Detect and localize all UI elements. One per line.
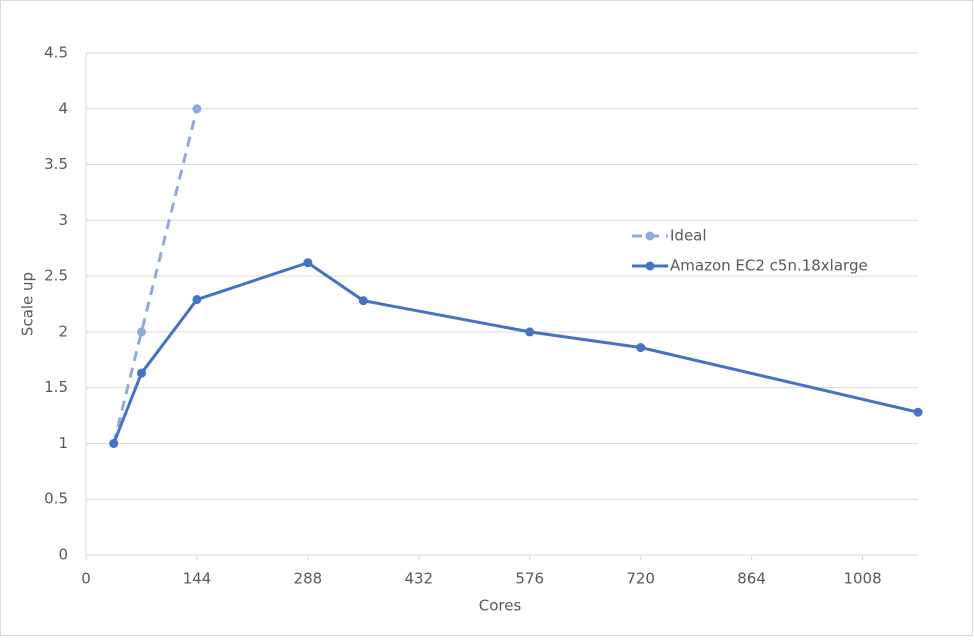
x-tick-label: 144 [183, 570, 212, 588]
x-tick-label: 576 [515, 570, 544, 588]
x-tick-label: 288 [294, 570, 323, 588]
x-tick-label: 864 [737, 570, 766, 588]
legend-label: Ideal [670, 227, 707, 245]
y-tick-label: 2 [58, 322, 68, 340]
y-tick-label: 0.5 [44, 490, 68, 508]
data-point [303, 258, 313, 268]
y-tick-label: 1 [58, 434, 68, 452]
y-tick-label: 0 [58, 546, 68, 564]
legend-label: Amazon EC2 c5n.18xlarge [670, 257, 868, 275]
data-point [358, 296, 368, 306]
data-point [109, 438, 119, 448]
data-point [636, 343, 646, 353]
y-tick-label: 2.5 [44, 267, 68, 285]
y-tick-label: 1.5 [44, 378, 68, 396]
x-tick-label: 720 [626, 570, 655, 588]
data-point [913, 407, 923, 417]
data-point [136, 368, 146, 378]
legend-marker [645, 231, 655, 241]
data-point [192, 295, 202, 305]
y-axis-title: Scale up [19, 272, 37, 336]
y-tick-label: 4.5 [44, 44, 68, 62]
series-line [112, 108, 199, 444]
x-tick-label: 1008 [843, 570, 881, 588]
legend-marker [645, 261, 655, 271]
data-point [525, 327, 535, 337]
y-tick-label: 4 [58, 99, 68, 117]
x-axis-title: Cores [479, 597, 522, 615]
data-point [136, 327, 146, 337]
y-tick-label: 3.5 [44, 155, 68, 173]
data-point [192, 104, 202, 114]
y-tick-label: 3 [58, 211, 68, 229]
series-line [112, 261, 919, 444]
x-tick-label: 432 [404, 570, 433, 588]
x-tick-label: 0 [81, 570, 91, 588]
